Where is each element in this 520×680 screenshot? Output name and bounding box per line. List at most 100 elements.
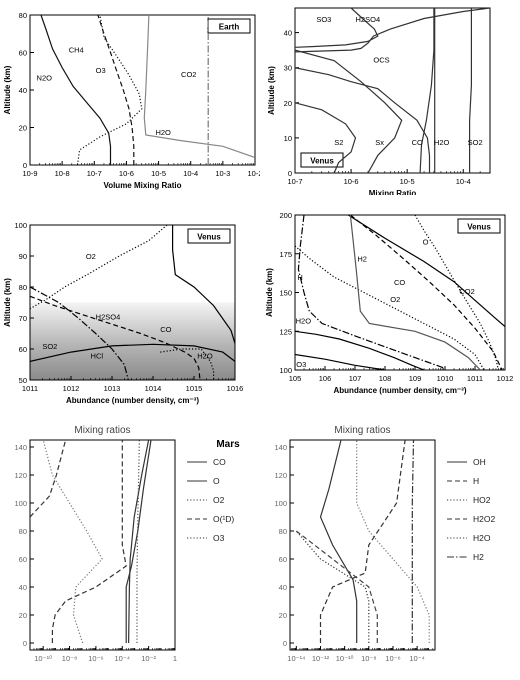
y-tick-label: 120 bbox=[14, 471, 27, 480]
y-tick-label: 40 bbox=[19, 583, 27, 592]
series-line-so2 bbox=[30, 343, 235, 362]
y-tick-label: 140 bbox=[14, 443, 27, 452]
legend-label-h2: H2 bbox=[473, 552, 484, 562]
chart-title: Mixing ratios bbox=[334, 425, 390, 436]
y-tick-label: 10 bbox=[284, 134, 292, 143]
series-line-ch4 bbox=[97, 15, 135, 165]
series-label-so3: SO3 bbox=[316, 15, 331, 24]
y-tick-label: 100 bbox=[274, 499, 287, 508]
series-line-n2o bbox=[40, 15, 112, 165]
series-line-o-d bbox=[51, 440, 127, 643]
series-line-o3 bbox=[295, 353, 386, 370]
series-label-o3: O3 bbox=[96, 66, 106, 75]
series-line-h2o bbox=[295, 330, 425, 370]
series-line-co2 bbox=[347, 215, 505, 328]
series-line-h bbox=[319, 440, 406, 643]
x-tick-label: 1012 bbox=[63, 384, 80, 393]
x-tick-label: 10⁻⁴ bbox=[115, 654, 131, 663]
series-line-h2o bbox=[143, 15, 255, 159]
y-tick-label: 80 bbox=[279, 527, 287, 536]
series-label-so2: SO2 bbox=[42, 342, 57, 351]
y-tick-label: 120 bbox=[274, 471, 287, 480]
chart-svg-venus-upper: 10-7 10-6 10-5 10-4 0 10 20 30 40 Mixing Ratio Alt… bbox=[267, 7, 491, 198]
series-line-oh bbox=[319, 440, 358, 643]
x-tick-label: 10-9 bbox=[22, 169, 37, 178]
series-label-h: H bbox=[297, 273, 302, 282]
y-tick-label: 80 bbox=[19, 527, 27, 536]
chart-title: Venus bbox=[310, 157, 334, 166]
x-tick-label: 10⁻² bbox=[141, 654, 156, 663]
y-tick-label: 60 bbox=[19, 49, 27, 58]
y-axis-label: Altitude (km) bbox=[267, 66, 276, 115]
x-tick-label: 10⁻⁶ bbox=[385, 654, 400, 663]
x-tick-label: 10-5 bbox=[400, 177, 415, 186]
x-tick-label: 10-5 bbox=[151, 169, 166, 178]
x-tick-label: 10⁻¹⁴ bbox=[287, 654, 305, 663]
x-tick-label: 1015 bbox=[186, 384, 203, 393]
y-tick-label: 140 bbox=[274, 443, 287, 452]
x-axis-label: Abundance (number density, cm⁻³) bbox=[334, 386, 467, 395]
series-label-h2so4: H2SO4 bbox=[96, 313, 121, 322]
series-line-h2o2 bbox=[295, 530, 378, 643]
series-label-h2o: H2O bbox=[434, 138, 450, 147]
series-label-hcl: HCl bbox=[91, 351, 104, 360]
series-label-h2o: H2O bbox=[155, 128, 171, 137]
title-box bbox=[300, 152, 344, 168]
x-tick-label: 10-6 bbox=[344, 177, 359, 186]
series-line-h bbox=[297, 215, 446, 369]
series-label-o2: O2 bbox=[86, 252, 96, 261]
panel-venus-upper: 10-7 10-6 10-5 10-4 0 10 20 30 40 Mixing Ratio Alt… bbox=[260, 0, 520, 198]
series-line-line bbox=[30, 440, 67, 518]
series-line-co bbox=[128, 440, 150, 644]
cloud-deck-shading bbox=[30, 302, 235, 380]
x-tick-label: 10-6 bbox=[119, 169, 134, 178]
series-line-o bbox=[125, 440, 152, 643]
chart-svg-venus-high: 105 106 107 108 109 1010 1011 1012 100 125 150 175 2… bbox=[265, 211, 513, 395]
chart-title: Mixing ratios bbox=[74, 425, 130, 436]
y-tick-label: 150 bbox=[279, 289, 292, 298]
x-tick-label: 1013 bbox=[104, 384, 121, 393]
legend-label-oh: OH bbox=[473, 457, 486, 467]
series-line-o3 bbox=[42, 440, 103, 644]
y-tick-label: 20 bbox=[19, 611, 27, 620]
x-tick-label: 1016 bbox=[227, 384, 244, 393]
chart-title: Venus bbox=[197, 233, 221, 242]
y-tick-label: 100 bbox=[279, 366, 292, 375]
legend-label-o3: O3 bbox=[213, 533, 225, 543]
y-tick-label: 0 bbox=[23, 161, 27, 170]
y-tick-label: 0 bbox=[283, 639, 287, 648]
panel-mars-left: 10⁻¹⁰ 10⁻⁸ 10⁻⁶ 10⁻⁴ 10⁻² 1 0 20 40 60 80 100 120 140… bbox=[0, 415, 260, 675]
y-tick-label: 60 bbox=[19, 555, 27, 564]
x-tick-label: 10-7 bbox=[87, 169, 102, 178]
x-axis-label: Volume Mixing Ratio bbox=[103, 181, 181, 190]
plot-frame bbox=[294, 7, 491, 174]
y-tick-label: 30 bbox=[284, 64, 292, 73]
y-tick-label: 60 bbox=[279, 555, 287, 564]
series-line-h2so4 bbox=[30, 295, 201, 380]
x-tick-label: 10-2 bbox=[247, 169, 260, 178]
x-tick-label: 10⁻⁸ bbox=[361, 654, 376, 663]
series-line-co bbox=[172, 225, 235, 346]
y-tick-label: 70 bbox=[19, 314, 27, 323]
y-tick-label: 80 bbox=[19, 283, 27, 292]
x-tick-label: 10⁻¹⁰ bbox=[336, 654, 354, 663]
series-label-co: CO bbox=[412, 138, 423, 147]
x-tick-label: 10-8 bbox=[55, 169, 70, 178]
y-tick-label: 60 bbox=[19, 345, 27, 354]
series-label-s2: S2 bbox=[334, 138, 343, 147]
x-tick-label: 106 bbox=[319, 374, 332, 383]
series-label-so2: SO2 bbox=[468, 138, 483, 147]
x-tick-label: 105 bbox=[289, 374, 302, 383]
x-axis-label: Abundance (number density, cm⁻³) bbox=[66, 396, 199, 405]
y-tick-label: 175 bbox=[279, 250, 292, 259]
y-tick-label: 0 bbox=[23, 639, 27, 648]
x-tick-label: 1011 bbox=[22, 384, 38, 393]
y-tick-label: 200 bbox=[279, 211, 292, 220]
series-label-co2: CO2 bbox=[459, 287, 474, 296]
title-box bbox=[187, 228, 231, 244]
x-tick-label: 1010 bbox=[437, 374, 454, 383]
panel-earth: 10-9 10-8 10-7 10-6 10-5 10-4 10-3 10-2 0 20 40 60 8… bbox=[0, 0, 263, 195]
x-tick-label: 10⁻¹⁰ bbox=[34, 654, 52, 663]
y-tick-label: 80 bbox=[19, 11, 27, 20]
panel-venus-high: 105 106 107 108 109 1010 1011 1012 100 125 150 175 2… bbox=[260, 205, 520, 405]
